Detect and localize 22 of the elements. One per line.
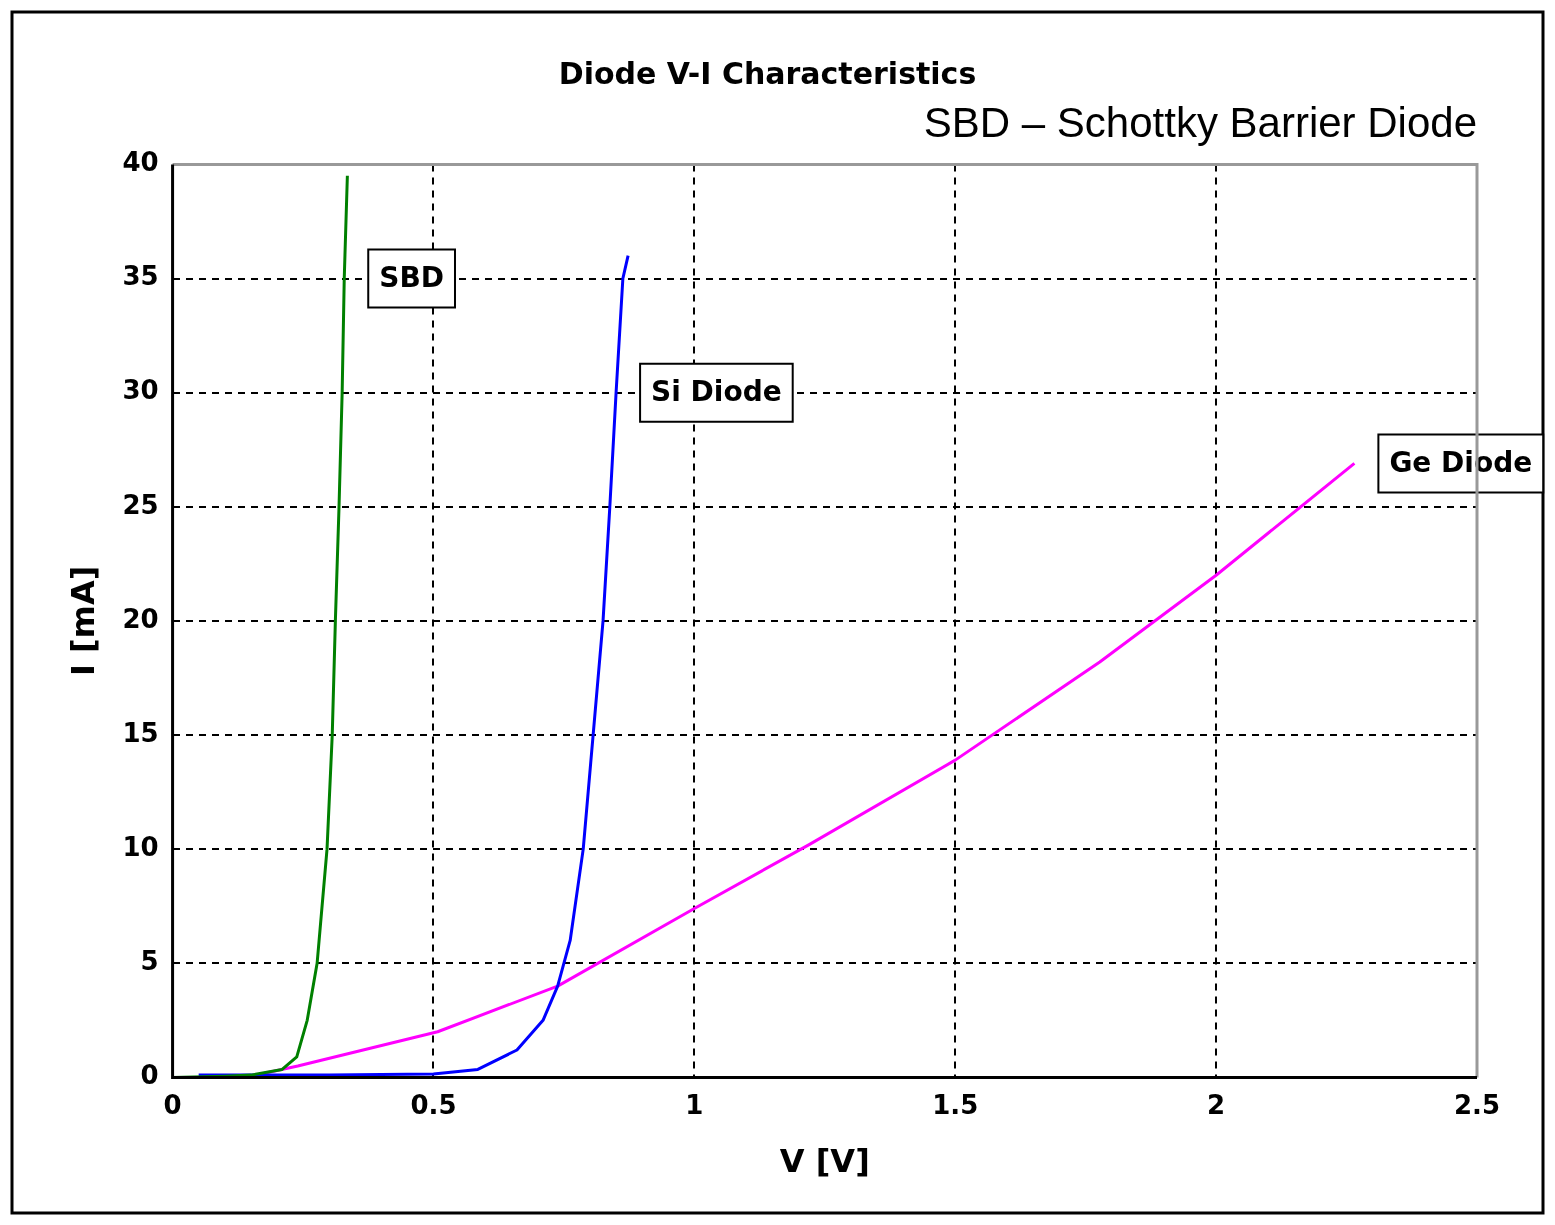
x-tick-label: 1.5	[932, 1089, 979, 1120]
y-tick-label: 0	[140, 1060, 159, 1091]
series-label: Ge Diode	[1389, 445, 1533, 479]
y-tick-label: 35	[122, 261, 159, 292]
y-tick-label: 40	[122, 147, 159, 178]
series-label: SBD	[379, 260, 444, 294]
x-tick-label: 0.5	[410, 1089, 457, 1120]
x-tick-label: 2	[1207, 1089, 1226, 1120]
y-axis-title: I [mA]	[63, 565, 102, 677]
y-tick-label: 10	[122, 831, 159, 862]
series-label: Si Diode	[651, 374, 782, 408]
chart-subtitle: SBD – Schottky Barrier Diode	[923, 98, 1477, 146]
x-tick-label: 0	[163, 1089, 182, 1120]
y-tick-label: 15	[122, 717, 159, 748]
x-tick-label: 2.5	[1453, 1089, 1501, 1120]
y-tick-label: 30	[122, 375, 159, 406]
y-tick-label: 20	[122, 603, 159, 634]
y-tick-label: 25	[122, 489, 159, 520]
x-tick-label: 1	[685, 1089, 704, 1120]
x-axis-title: V [V]	[779, 1142, 870, 1181]
chart-title: Diode V-I Characteristics	[558, 55, 977, 91]
y-tick-label: 5	[140, 946, 159, 977]
